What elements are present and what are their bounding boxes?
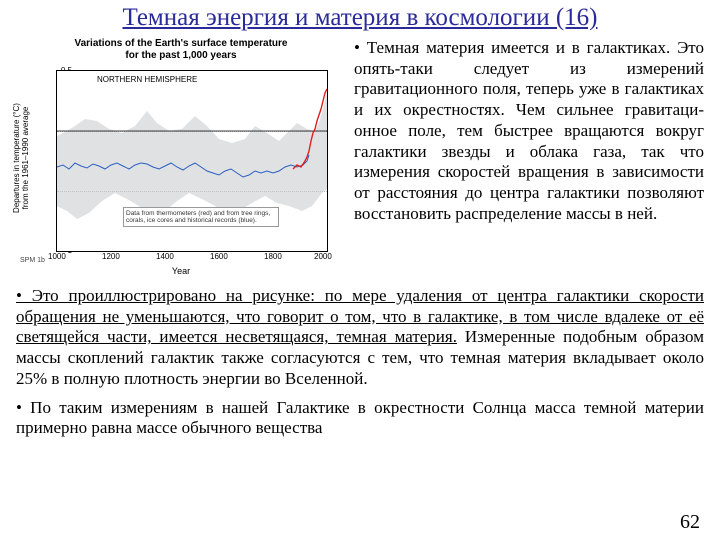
corner-code: SPM 1b: [20, 257, 45, 264]
top-row: Variations of the Earth's surface temper…: [16, 38, 704, 278]
data-note: Data from thermometers (red) and from tr…: [123, 207, 279, 227]
chart-title-line1: Variations of the Earth's surface temper…: [74, 38, 287, 49]
chart-title: Variations of the Earth's surface temper…: [16, 38, 346, 61]
xtick-1200: 1200: [102, 252, 120, 261]
xtick-1400: 1400: [156, 252, 174, 261]
uncertainty-band: [57, 91, 327, 219]
chart-title-line2: for the past 1,000 years: [125, 50, 236, 61]
xtick-2000: 2000: [314, 252, 332, 261]
xtick-1600: 1600: [210, 252, 228, 261]
y-axis-label: Departures in temperature (°C) from the …: [12, 68, 30, 248]
body-paragraph-2: • По таким измерениям в нашей Галактике …: [16, 398, 704, 439]
xtick-1800: 1800: [264, 252, 282, 261]
temperature-chart: Variations of the Earth's surface temper…: [16, 38, 346, 278]
plot-area: NORTHERN HEMISPHERE Data from thermomete…: [56, 70, 328, 252]
body-paragraph-1: • Это проиллюстрировано на рисунке: по м…: [16, 286, 704, 390]
page-number: 62: [680, 511, 700, 534]
slide-title: Темная энергия и материя в космологии (1…: [16, 4, 704, 32]
chart-container: Variations of the Earth's surface temper…: [16, 38, 346, 278]
side-paragraph: • Темная материя имеется и в галактиках.…: [354, 38, 704, 278]
xtick-1000: 1000: [48, 252, 66, 261]
x-axis-label: Year: [16, 266, 346, 276]
slide-root: Темная энергия и материя в космологии (1…: [0, 0, 720, 540]
